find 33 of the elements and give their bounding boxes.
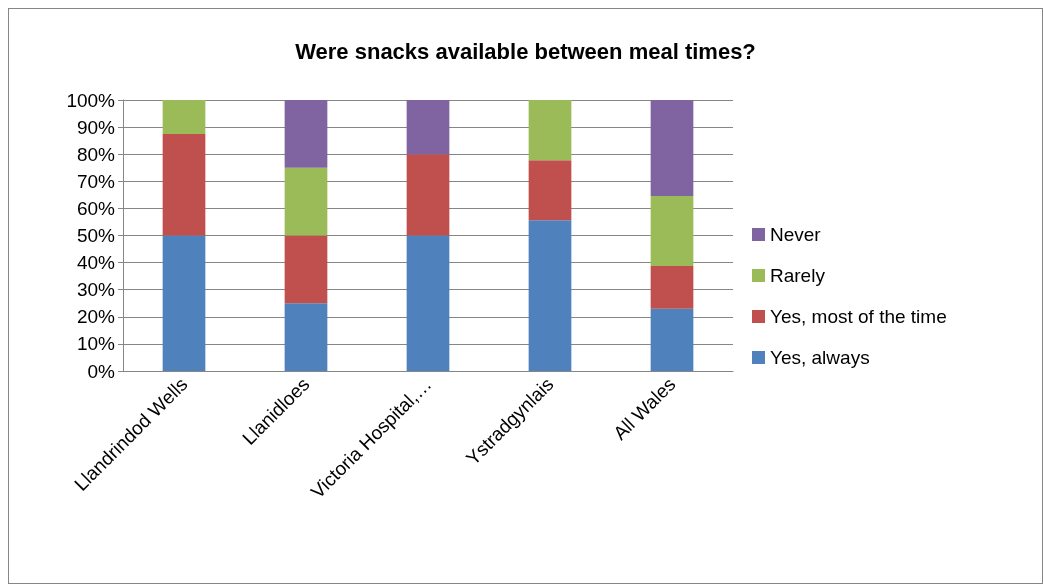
bar: [284, 100, 328, 168]
y-tick-label: 50%: [76, 225, 116, 246]
bar: [284, 235, 328, 304]
bar: [650, 266, 694, 309]
y-tick-label: 0%: [87, 360, 116, 382]
bar: [162, 133, 206, 236]
y-tick-label: 40%: [76, 252, 116, 274]
y-tick-label: 100%: [66, 89, 116, 111]
bar: [650, 100, 694, 196]
y-tick-label: 90%: [76, 116, 116, 138]
y-tick-label: 70%: [76, 170, 116, 192]
bar: [406, 100, 450, 155]
chart-title: Were snacks available between meal times?: [295, 38, 756, 64]
bar: [162, 100, 206, 134]
y-tick-label: 80%: [76, 143, 116, 165]
bar: [406, 154, 450, 236]
legend-label: Yes, most of the time: [770, 306, 947, 327]
bar: [650, 195, 694, 267]
bar: [406, 235, 450, 371]
bar: [162, 235, 206, 371]
bar: [528, 100, 572, 161]
bar: [528, 220, 572, 371]
bar: [284, 167, 328, 236]
y-tick-label: 30%: [76, 279, 116, 301]
legend-label: Yes, always: [770, 347, 870, 368]
y-tick-label: 10%: [76, 333, 116, 355]
bar: [284, 303, 328, 371]
y-tick-label: 20%: [76, 306, 116, 328]
bar: [528, 160, 572, 221]
y-tick-label: 60%: [76, 197, 116, 219]
bar: [650, 308, 694, 371]
legend-label: Rarely: [770, 265, 826, 286]
legend-label: Never: [770, 224, 822, 245]
